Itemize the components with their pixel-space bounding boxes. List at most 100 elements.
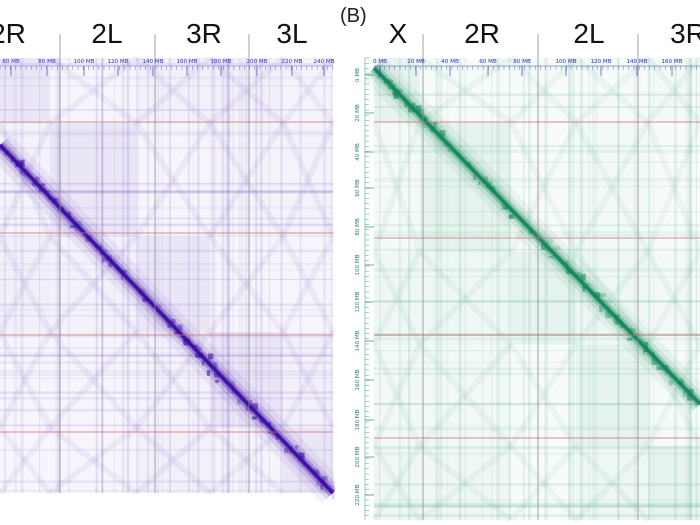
contact-streak [0,309,333,312]
contact-streak [371,343,423,448]
contact-streak [330,58,334,493]
diagonal-signal [303,464,309,467]
contact-block [283,236,333,333]
contact-streak [527,58,531,520]
contact-streak [633,58,636,520]
contact-streak [0,408,333,412]
map-background [0,58,333,493]
contact-streak [438,58,441,520]
contact-block [419,58,511,123]
diagonal-signal [182,338,186,343]
contact-streak [134,425,212,496]
contact-streak [417,443,513,523]
x-tick-label: 100 MB [555,59,576,65]
diagonal-signal [69,225,76,228]
y-tick-label: 0 MB [355,68,361,82]
diagonal-signal [207,358,210,363]
diagonal-signal [314,471,321,475]
contact-streak [374,268,700,272]
diagonal-signal [580,274,586,281]
contact-streak [374,483,700,486]
contact-streak [374,332,700,336]
diagonal-signal [627,337,633,341]
contact-streak [569,58,571,520]
diagonal-signal [639,341,646,345]
x-tick-label: 40 MB [441,59,459,65]
diagonal-signal [295,445,299,449]
diagonal-signal [259,416,263,423]
contact-block [136,236,210,333]
diagonal-signal [377,70,380,78]
diagonal-signal [681,380,685,387]
diagonal-signal [593,292,601,298]
contact-streak [374,514,700,518]
x-tick-label: 160 MB [176,59,197,65]
contact-streak [47,234,139,335]
contact-streak [371,444,423,522]
contact-streak [0,278,333,281]
diagonal-signal [101,257,108,262]
contact-block [419,252,511,345]
contact-streak [374,361,700,364]
contact-block [0,236,50,333]
contact-streak [417,249,514,347]
contact-streak [0,480,333,483]
contact-streak [0,206,333,210]
diagonal-signal [246,402,250,405]
contact-streak [374,333,700,336]
diagonal-signal [417,108,425,115]
contact-streak [225,58,228,493]
contact-streak [573,443,650,523]
contact-streak [0,76,333,80]
diagonal-signal [415,105,422,112]
diagonal-signal [408,106,415,113]
contact-streak [196,58,200,493]
diagonal-signal [486,183,489,189]
contact-streak [374,161,700,164]
diagonal-signal [388,80,393,84]
contact-streak [374,224,700,227]
contact-streak [0,235,333,237]
y-tick-label: 20 MB [355,104,361,122]
contact-streak [573,121,651,254]
contact-streak [491,58,493,520]
diagonal-signal [509,214,514,218]
contact-streak [280,122,335,238]
contact-streak [0,182,333,185]
x-tick-label: 180 MB [210,59,231,65]
contact-streak [635,58,637,520]
diagonal-signal [45,189,50,195]
contact-streak [371,121,423,254]
y-tick-label: 60 MB [355,179,361,197]
x-tick-label: 20 MB [407,59,425,65]
contact-streak [268,58,271,493]
contact-streak [259,58,263,493]
diagonal-signal [651,358,659,366]
diagonal-signal [0,144,4,151]
contact-streak [47,330,139,430]
diagonal-signal [298,452,305,459]
diagonal-signal [138,288,146,296]
contact-streak [280,330,335,430]
diagonal-signal [629,327,633,333]
contact-block [136,123,210,237]
contact-streak [374,372,700,375]
contact-block [283,123,333,237]
diagonal-signal [213,362,218,369]
heatmap-b: 0 MB 20 MB 40 MB 60 MB 80 MB 100 MB 120 MB 140 … [355,34,700,523]
contact-streak [207,55,286,126]
contact-streak [0,135,333,137]
contact-streak [374,446,700,450]
contact-streak [0,424,333,427]
contact-streak [0,449,333,451]
diagonal-signal [20,174,25,177]
diagonal-signal [99,252,103,255]
contact-streak [48,55,139,126]
contact-block [209,236,284,333]
contact-streak [0,109,333,111]
contact-streak [417,342,514,449]
x-tick-label: 220 MB [281,59,302,65]
contact-streak [280,56,335,126]
contact-block [49,123,137,237]
contact-streak [0,303,333,306]
